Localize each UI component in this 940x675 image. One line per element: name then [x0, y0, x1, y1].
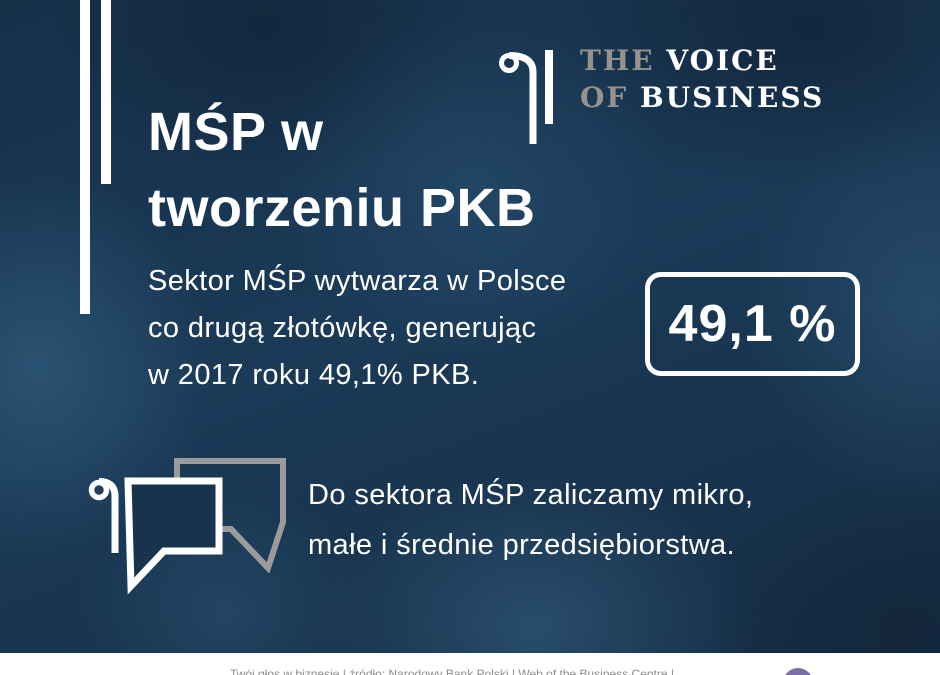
intro-line-2: co drugą złotówkę, generując: [148, 312, 537, 344]
footer-credit: Twój głos w biznesie | źródło: Narodowy …: [230, 667, 674, 675]
brand-wordmark: THE VOICE OF BUSINESS: [580, 42, 824, 116]
footer-logo-dot: [783, 668, 813, 675]
page-title-line-2: tworzeniu PKB: [148, 178, 536, 238]
intro-text: Sektor MŚP wytwarza w Polsce co drugą zł…: [148, 258, 566, 399]
accent-bar-long: [80, 0, 90, 314]
brand-word-the: THE: [580, 44, 655, 77]
intro-line-1: Sektor MŚP wytwarza w Polsce: [148, 265, 567, 297]
intro-line-3: w 2017 roku 49,1% PKB.: [148, 359, 480, 391]
note-text: Do sektora MŚP zaliczamy mikro, małe i ś…: [308, 470, 753, 570]
stat-value: 49,1 %: [668, 295, 837, 353]
accent-bar-short: [101, 0, 111, 184]
footer-bar: Twój głos w biznesie | źródło: Narodowy …: [0, 653, 940, 675]
page-title: MŚP w tworzeniu PKB: [148, 94, 536, 246]
brand-line-2: OF BUSINESS: [580, 79, 824, 116]
brand-word-voice: VOICE: [666, 44, 779, 77]
speech-bubbles-icon: [88, 458, 286, 595]
page-title-line-1: MŚP w: [148, 102, 324, 162]
brand-line-1: THE VOICE: [580, 42, 824, 79]
pilcrow-icon: [499, 50, 553, 144]
stat-badge: 49,1 %: [645, 272, 860, 376]
brand-word-of: OF: [580, 81, 629, 114]
note-line-1: Do sektora MŚP zaliczamy mikro,: [308, 479, 754, 511]
brand-word-business: BUSINESS: [640, 81, 825, 114]
note-line-2: małe i średnie przedsiębiorstwa.: [308, 529, 736, 561]
